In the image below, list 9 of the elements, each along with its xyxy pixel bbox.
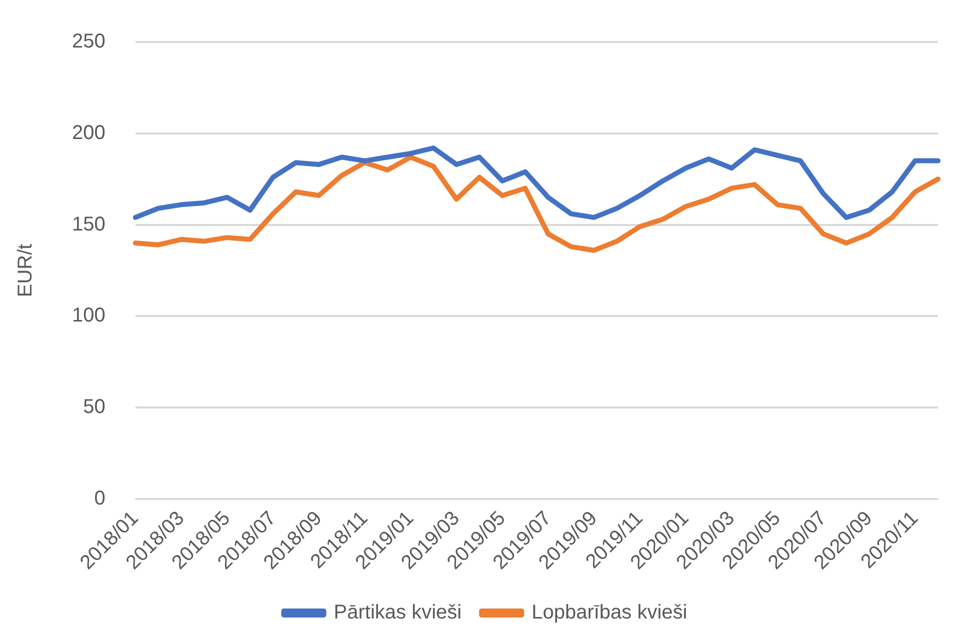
y-tick-label: 0 [94, 487, 106, 510]
y-tick-label: 200 [72, 122, 106, 144]
y-tick-label: 50 [83, 396, 106, 418]
y-tick-label: 100 [72, 304, 106, 327]
y-tick-label: 150 [72, 213, 106, 236]
y-tick-label: 250 [72, 30, 106, 53]
legend-label: Pārtikas kvieši [334, 602, 462, 624]
legend-label: Lopbarības kvieši [532, 602, 688, 624]
y-axis-title: EUR/t [14, 243, 37, 298]
